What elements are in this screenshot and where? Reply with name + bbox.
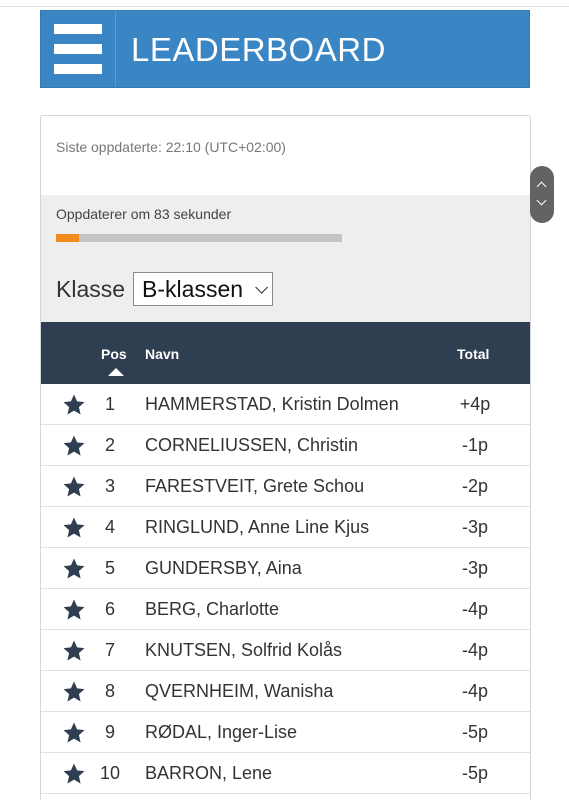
row-position: 6 (104, 599, 115, 619)
row-player-name: HAMMERSTAD, Kristin Dolmen (145, 394, 399, 414)
leaderboard-header: LEADERBOARD (40, 10, 530, 88)
row-position: 2 (104, 435, 115, 455)
last-updated-text: Siste oppdaterte: 22:10 (UTC+02:00) (56, 139, 286, 155)
row-position: 10 (99, 763, 121, 783)
row-position: 1 (104, 394, 115, 414)
table-row[interactable]: 8 QVERNHEIM, Wanisha -4p (41, 671, 530, 712)
table-row[interactable]: 7 KNUTSEN, Solfrid Kolås -4p (41, 630, 530, 671)
sort-ascending-icon[interactable] (108, 368, 124, 376)
row-total: -4p (461, 640, 488, 660)
row-total: -3p (461, 558, 488, 578)
class-filter-label: Klasse (56, 275, 126, 302)
row-total: -3p (461, 517, 488, 537)
row-player-name: BERG, Charlotte (145, 599, 280, 619)
row-player-name: KNUTSEN, Solfrid Kolås (145, 640, 343, 660)
row-position: 3 (104, 476, 115, 496)
table-row[interactable]: 1 HAMMERSTAD, Kristin Dolmen +4p (41, 384, 530, 425)
row-total: +4p (459, 394, 491, 414)
table-header: Pos Navn Total (41, 322, 530, 384)
status-panel (41, 195, 530, 322)
star-icon[interactable] (62, 557, 86, 581)
star-icon[interactable] (62, 762, 86, 786)
row-total: -2p (461, 476, 488, 496)
hamburger-menu-icon[interactable] (41, 11, 116, 87)
row-total: -4p (461, 599, 488, 619)
top-divider (0, 0, 569, 7)
update-progress-fill (56, 234, 79, 242)
row-total: -5p (461, 722, 488, 742)
table-row[interactable]: 6 BERG, Charlotte -4p (41, 589, 530, 630)
page-title: LEADERBOARD (131, 31, 386, 68)
table-row[interactable]: 4 RINGLUND, Anne Line Kjus -3p (41, 507, 530, 548)
column-header-total[interactable]: Total (457, 346, 490, 362)
leaderboard-rows: 1 HAMMERSTAD, Kristin Dolmen +4p 2 CORNELIUS… (41, 384, 530, 794)
row-position: 8 (104, 681, 115, 701)
star-icon[interactable] (62, 393, 86, 417)
row-player-name: RØDAL, Inger-Lise (145, 722, 298, 742)
chevron-up-icon[interactable] (536, 181, 547, 192)
star-icon[interactable] (62, 434, 86, 458)
leaderboard-card: Siste oppdaterte: 22:10 (UTC+02:00) Oppd… (40, 115, 531, 800)
class-filter: Klasse B-klassen (56, 271, 274, 307)
star-icon[interactable] (62, 475, 86, 499)
star-icon[interactable] (62, 639, 86, 663)
row-player-name: FARESTVEIT, Grete Schou (145, 476, 365, 496)
row-total: -1p (461, 435, 488, 455)
row-player-name: QVERNHEIM, Wanisha (145, 681, 334, 701)
star-icon[interactable] (62, 721, 86, 745)
row-player-name: BARRON, Lene (145, 763, 273, 783)
chevron-down-icon[interactable] (536, 195, 547, 206)
table-row[interactable]: 2 CORNELIUSSEN, Christin -1p (41, 425, 530, 466)
table-row[interactable]: 3 FARESTVEIT, Grete Schou -2p (41, 466, 530, 507)
row-position: 9 (104, 722, 115, 742)
row-player-name: RINGLUND, Anne Line Kjus (145, 517, 370, 537)
update-progress-bar (56, 234, 342, 242)
star-icon[interactable] (62, 598, 86, 622)
column-header-name[interactable]: Navn (145, 346, 180, 362)
star-icon[interactable] (62, 680, 86, 704)
row-position: 4 (104, 517, 115, 537)
scroll-control[interactable] (530, 166, 554, 223)
row-position: 7 (104, 640, 115, 660)
row-player-name: GUNDERSBY, Aina (145, 558, 302, 578)
star-icon[interactable] (62, 516, 86, 540)
column-header-pos[interactable]: Pos (101, 346, 127, 362)
row-total: -4p (461, 681, 488, 701)
chevron-down-icon (255, 280, 269, 294)
row-total: -5p (461, 763, 488, 783)
update-countdown-text: Oppdaterer om 83 sekunder (56, 206, 232, 222)
class-select[interactable]: B-klassen (133, 272, 274, 306)
table-row[interactable]: 10 BARRON, Lene -5p (41, 753, 530, 794)
table-row[interactable]: 5 GUNDERSBY, Aina -3p (41, 548, 530, 589)
row-position: 5 (104, 558, 115, 578)
class-select-value: B-klassen (142, 275, 244, 302)
table-row[interactable]: 9 RØDAL, Inger-Lise -5p (41, 712, 530, 753)
row-player-name: CORNELIUSSEN, Christin (145, 435, 359, 455)
